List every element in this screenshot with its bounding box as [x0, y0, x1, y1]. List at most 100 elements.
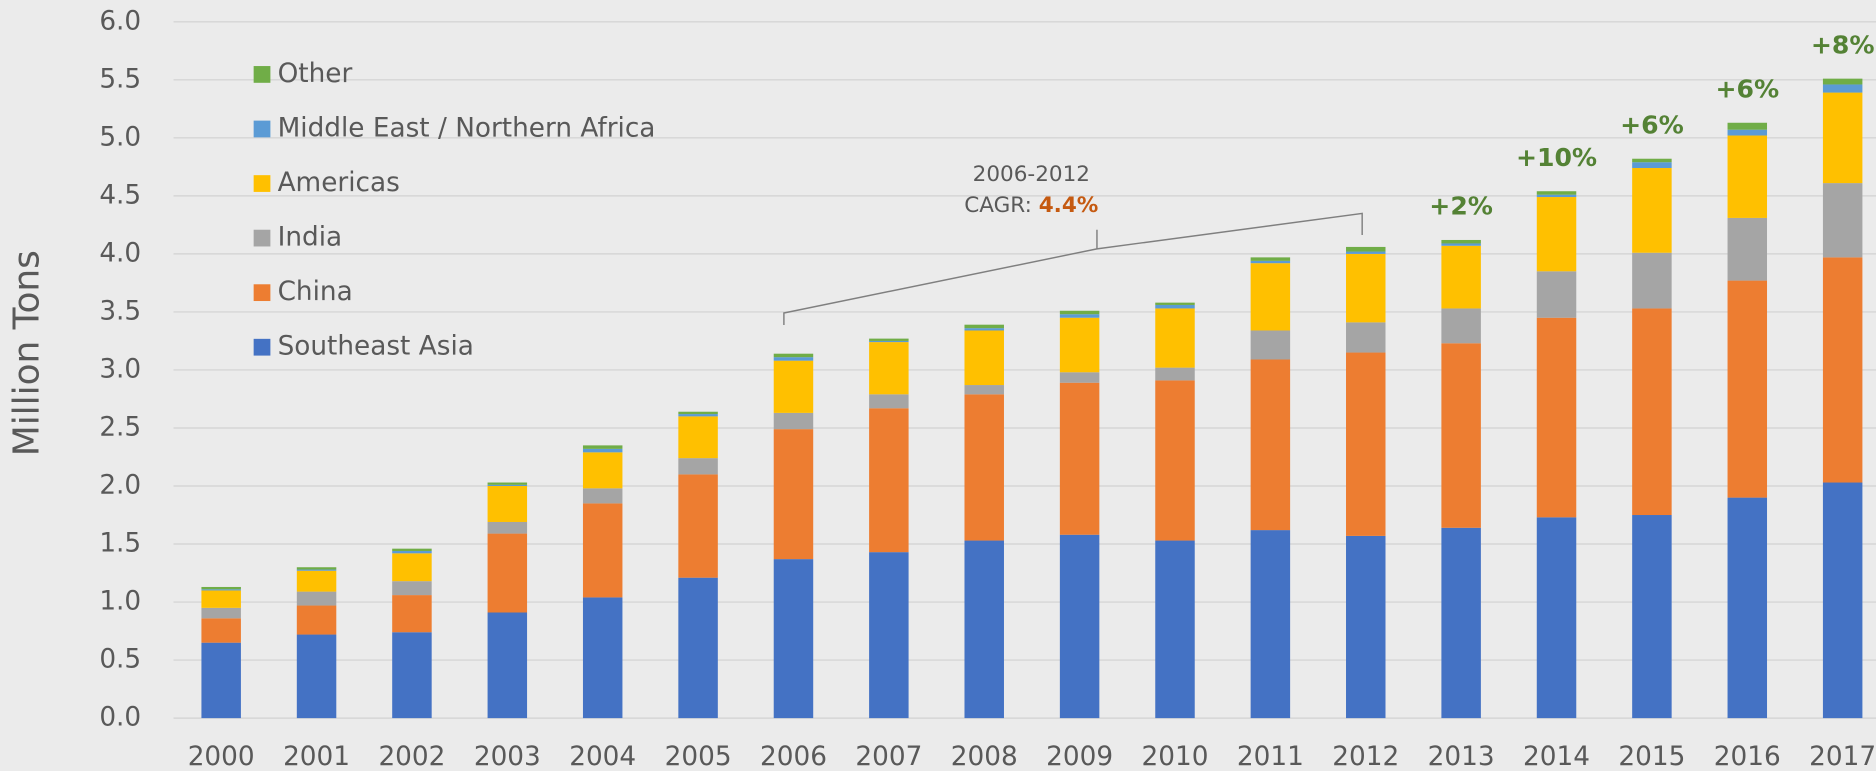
bar-segment [201, 590, 241, 608]
bar-segment [487, 533, 528, 613]
x-tick-label: 2000 [188, 742, 255, 771]
bar-segment [773, 559, 814, 719]
bar-segment [1727, 280, 1768, 498]
bar-segment [296, 591, 337, 606]
x-tick-label: 2009 [1046, 742, 1113, 771]
bar-segment [201, 642, 241, 719]
bar-segment [392, 581, 432, 596]
bar-segment [1441, 527, 1481, 719]
bar-segment [1059, 382, 1100, 535]
bar-segment [392, 548, 432, 551]
bar-segment [1727, 129, 1768, 136]
bar-segment [964, 540, 1004, 719]
bar-segment [1441, 239, 1481, 244]
bar-segment [1536, 191, 1577, 195]
y-tick-label: 2.5 [99, 412, 141, 442]
bar-segment [1536, 197, 1577, 272]
legend-label: Southeast Asia [278, 332, 474, 362]
bar-segment [773, 412, 814, 430]
legend-swatch [253, 229, 271, 247]
bar-segment [1250, 260, 1291, 264]
x-tick-label: 2013 [1428, 742, 1495, 771]
bar-segment [1250, 257, 1291, 261]
x-tick-label: 2006 [760, 742, 827, 771]
bar-segment [678, 474, 718, 578]
bar-segment [201, 586, 241, 590]
bar-segment [392, 632, 432, 719]
bar-segment [487, 484, 528, 486]
bar-segment [964, 330, 1004, 386]
bar-segment [1059, 310, 1100, 315]
bar-segment [869, 408, 909, 553]
bar-segment [678, 458, 718, 475]
bar-segment [869, 340, 909, 343]
x-tick-label: 2011 [1237, 742, 1304, 771]
bar-segment [1727, 497, 1768, 719]
legend-label: Americas [278, 168, 400, 198]
bar-segment [1250, 330, 1291, 360]
bar-segment [487, 612, 528, 719]
bar-segment [487, 482, 528, 485]
bar-segment [1346, 253, 1386, 323]
bar-segment [869, 338, 909, 341]
annotation-period: 2006-2012 [973, 162, 1090, 187]
bar-segment [1250, 263, 1291, 331]
bar-segment [1536, 194, 1577, 198]
y-tick-label: 5.0 [99, 122, 141, 152]
bar-segment [582, 445, 623, 449]
bar-segment [678, 416, 718, 459]
bar-segment [1250, 530, 1291, 719]
bar-segment [1441, 245, 1481, 309]
y-tick-label: 4.0 [99, 238, 141, 268]
growth-label: +10% [1516, 143, 1597, 172]
legend-label: Middle East / Northern Africa [278, 113, 656, 143]
x-tick-label: 2008 [951, 742, 1018, 771]
bar-segment [201, 618, 241, 643]
x-tick-label: 2010 [1142, 742, 1209, 771]
legend-label: China [278, 277, 353, 307]
legend-swatch [253, 66, 271, 83]
legend-label: India [278, 223, 343, 253]
bar-segment [964, 394, 1004, 541]
bar-segment [1155, 304, 1195, 309]
bar-segment [1155, 367, 1195, 381]
x-tick-label: 2017 [1809, 742, 1876, 771]
bar-segment [1727, 135, 1768, 218]
annotation-cagr-label: CAGR: [964, 193, 1032, 218]
bar-segment [296, 605, 337, 635]
bar-segment [582, 503, 623, 598]
growth-label: +6% [1715, 74, 1779, 103]
bar-segment [964, 385, 1004, 395]
bar-segment [1346, 322, 1386, 353]
bar-segment [582, 452, 623, 489]
bar-segment [964, 328, 1004, 331]
bar-segment [1822, 78, 1863, 85]
bar-segment [678, 577, 718, 719]
bar-segment [1441, 343, 1481, 528]
x-tick-label: 2012 [1332, 742, 1399, 771]
bar-segment [1822, 482, 1863, 719]
legend-swatch [253, 338, 271, 356]
bar-segment [1346, 352, 1386, 536]
y-tick-label: 4.5 [99, 180, 141, 210]
bar-segment [1822, 183, 1863, 258]
x-tick-label: 2002 [378, 742, 445, 771]
y-tick-label: 6.0 [99, 6, 141, 36]
bar-segment [773, 429, 814, 560]
y-tick-label: 0.5 [99, 645, 141, 675]
x-tick-label: 2014 [1523, 742, 1590, 771]
bar-segment [678, 411, 718, 415]
bar-segment [869, 394, 909, 409]
bar-segment [1632, 515, 1672, 719]
y-tick-label: 2.0 [99, 471, 141, 501]
bar-segment [392, 553, 432, 582]
y-tick-label: 3.0 [99, 354, 141, 384]
bar-segment [1727, 217, 1768, 281]
bar-segment [678, 414, 718, 417]
bar-segment [296, 567, 337, 570]
bar-segment [1536, 317, 1577, 518]
legend-swatch [253, 175, 271, 192]
legend-swatch [253, 120, 271, 138]
annotation-brace [783, 212, 1363, 325]
bar-segment [869, 552, 909, 719]
